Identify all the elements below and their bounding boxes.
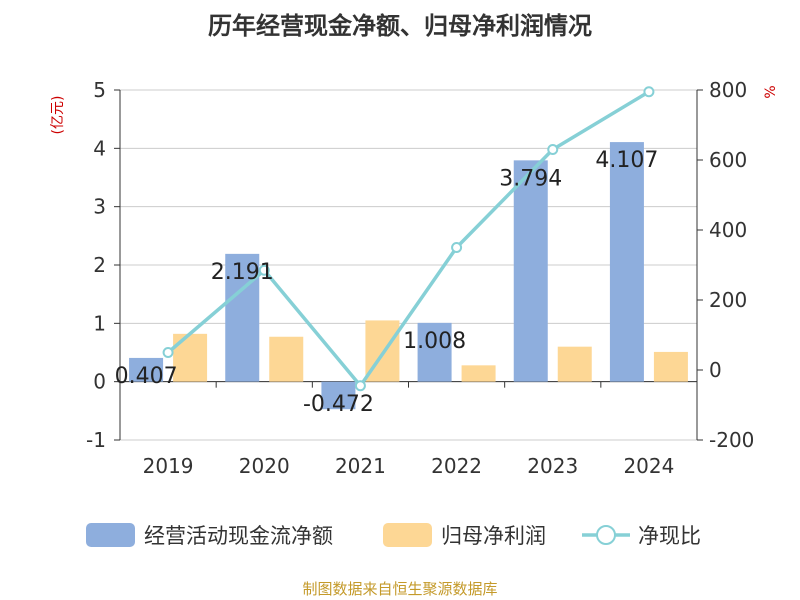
cash-flow-bar	[609, 142, 644, 382]
y-left-tick-label: 1	[93, 311, 106, 335]
y-right-tick-label: 200	[709, 288, 747, 312]
legend-swatch-net-profit	[383, 523, 432, 547]
cash-flow-bar	[129, 357, 164, 382]
net-profit-bar	[557, 346, 592, 382]
y-left-tick-label: 2	[93, 253, 106, 277]
cash-flow-data-label: 2.191	[211, 260, 274, 285]
ratio-point	[258, 264, 270, 276]
ratio-point	[547, 144, 559, 155]
y-left-tick-label: 0	[93, 370, 106, 394]
net-profit-bar	[461, 365, 496, 382]
x-tick-label: 2022	[431, 454, 482, 478]
ratio-line	[166, 90, 650, 388]
cash-flow-data-label: -0.472	[303, 392, 374, 417]
x-tick-label: 2021	[335, 454, 386, 478]
legend-label-ratio: 净现比	[638, 524, 701, 548]
ratio-point	[354, 380, 366, 392]
y-left-tick-label: 5	[93, 78, 106, 102]
x-tick-label: 2019	[143, 454, 194, 478]
net-profit-bar	[653, 351, 688, 382]
ratio-point	[643, 86, 655, 98]
cash-flow-data-label: 4.107	[595, 148, 658, 173]
y-left-tick-label: -1	[86, 428, 106, 452]
y-right-tick-label: 0	[709, 358, 722, 382]
y-left-tick-label: 4	[93, 136, 106, 160]
y-left-tick-label: 3	[93, 195, 106, 219]
chart-title: 历年经营现金净额、归母净利润情况	[208, 12, 592, 40]
cash-flow-bar	[417, 322, 452, 382]
x-tick-label: 2020	[239, 454, 290, 478]
y-left-unit-label: (亿元)	[50, 96, 66, 135]
ratio-point	[162, 347, 174, 358]
y-right-tick-label: 800	[709, 78, 747, 102]
source-note: 制图数据来自恒生聚源数据库	[302, 580, 498, 598]
cash-flow-bar	[225, 253, 260, 382]
y-right-unit-label: %	[763, 85, 779, 98]
x-tick-label: 2023	[527, 454, 578, 478]
cash-flow-bar	[513, 160, 548, 382]
ratio-point	[451, 242, 463, 253]
cash-flow-data-label: 1.008	[403, 329, 466, 354]
cash-flow-data-label: 0.407	[115, 364, 178, 389]
legend-label-net-profit: 归母净利润	[441, 524, 546, 548]
y-right-tick-label: -200	[709, 428, 754, 452]
legend-label-cash-flow: 经营活动现金流净额	[144, 524, 333, 548]
y-right-tick-label: 600	[709, 148, 747, 172]
cash-flow-bar	[321, 381, 356, 410]
y-right-tick-label: 400	[709, 218, 747, 242]
legend-swatch-cash-flow	[86, 523, 135, 547]
net-profit-bar	[269, 336, 304, 382]
legend-swatch-ratio-marker	[596, 525, 616, 545]
x-tick-label: 2024	[623, 454, 674, 478]
net-profit-bar	[173, 333, 208, 382]
cash-flow-data-label: 3.794	[499, 166, 562, 191]
